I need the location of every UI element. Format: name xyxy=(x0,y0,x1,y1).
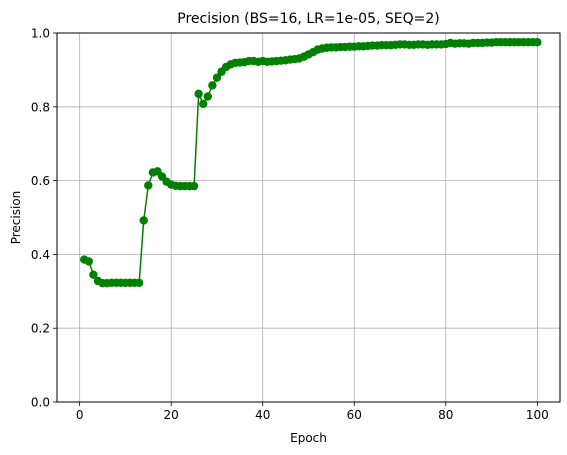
x-tick-label: 80 xyxy=(438,408,453,422)
x-axis-label: Epoch xyxy=(290,431,327,445)
data-point xyxy=(533,38,542,47)
x-tick-label: 60 xyxy=(347,408,362,422)
y-tick-label: 1.0 xyxy=(31,27,50,41)
y-tick-label: 0.8 xyxy=(31,100,50,114)
data-point xyxy=(212,73,222,82)
plot-background xyxy=(57,33,560,402)
x-tick-label: 20 xyxy=(164,408,179,422)
data-point xyxy=(139,216,148,225)
y-axis-label: Precision xyxy=(9,191,23,245)
data-point xyxy=(203,92,213,101)
y-tick-label: 0.0 xyxy=(31,396,50,410)
x-tick-label: 100 xyxy=(526,408,549,422)
data-point xyxy=(199,99,208,109)
chart-title: Precision (BS=16, LR=1e-05, SEQ=2) xyxy=(177,11,439,27)
x-axis-ticks: 0 20 40 60 80 100 xyxy=(76,402,549,422)
x-tick-label: 0 xyxy=(76,408,84,422)
data-point xyxy=(189,181,199,191)
x-tick-label: 40 xyxy=(255,408,270,422)
data-point xyxy=(144,181,153,190)
series-layer xyxy=(80,38,542,288)
plot-frame xyxy=(56,32,561,403)
y-tick-label: 0.2 xyxy=(31,322,50,336)
data-point xyxy=(134,278,144,288)
data-point xyxy=(89,270,98,279)
data-point xyxy=(208,81,217,90)
y-tick-label: 0.4 xyxy=(31,248,50,262)
data-point xyxy=(194,89,203,99)
y-axis-ticks: 0.0 0.2 0.4 0.6 0.8 1.0 xyxy=(31,27,57,410)
y-tick-label: 0.6 xyxy=(31,174,50,188)
data-point xyxy=(84,257,94,266)
